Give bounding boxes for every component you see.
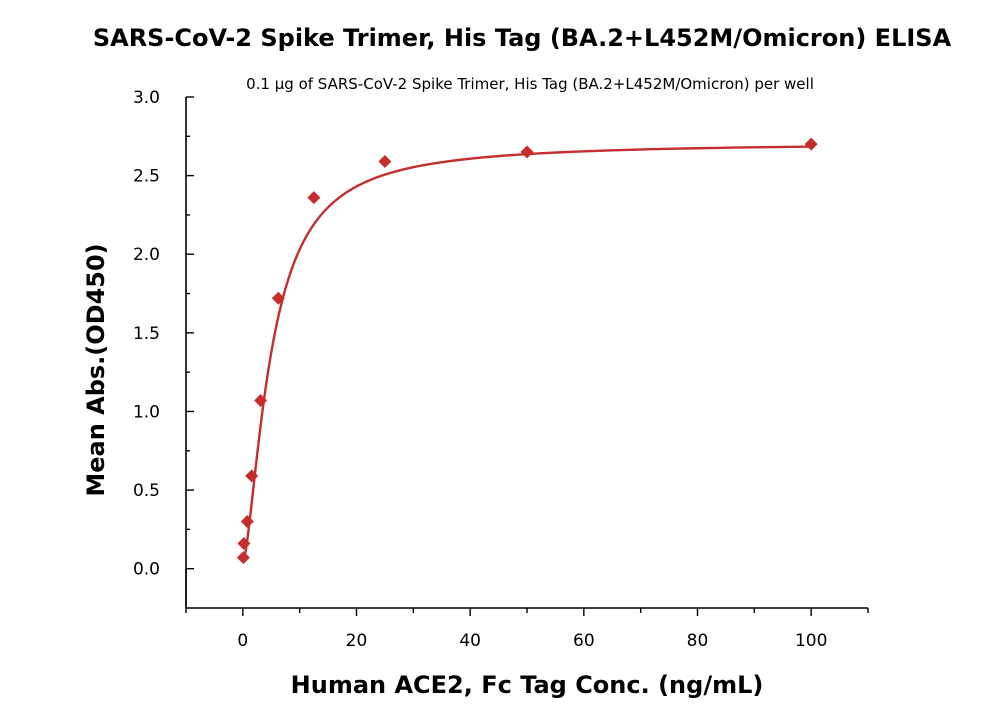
data-point: [271, 291, 285, 305]
data-point: [378, 154, 392, 168]
data-point: [236, 551, 250, 565]
x-tick-label: 0: [237, 631, 248, 651]
fit-curve: [242, 145, 812, 562]
y-axis-label: Mean Abs.(OD450): [82, 243, 110, 496]
data-point: [254, 393, 268, 407]
y-tick-label: 2.0: [133, 245, 160, 265]
x-tick-label: 100: [795, 631, 827, 651]
data-point: [307, 191, 321, 205]
fit-curve-layer: [242, 145, 812, 562]
y-tick-label: 0.5: [133, 481, 160, 501]
axes: 0.0 0.5 1.0 1.5 2.0 2.5 3.0 0 20 40 60 80 100: [133, 88, 869, 651]
data-point: [237, 537, 251, 551]
chart-title: SARS-CoV-2 Spike Trimer, His Tag (BA.2+L…: [93, 24, 952, 52]
y-tick-label: 2.5: [133, 167, 160, 187]
y-tick-label: 0.0: [133, 560, 160, 580]
y-tick-label: 3.0: [133, 88, 160, 108]
y-tick-label: 1.5: [133, 324, 160, 344]
data-point: [240, 515, 254, 529]
x-axis-label: Human ACE2, Fc Tag Conc. (ng/mL): [291, 671, 764, 699]
x-tick-label: 60: [573, 631, 595, 651]
data-points-layer: [236, 137, 818, 565]
data-point: [520, 145, 534, 159]
y-tick-label: 1.0: [133, 402, 160, 422]
x-tick-label: 80: [687, 631, 709, 651]
data-point: [804, 137, 818, 151]
data-point: [245, 469, 259, 483]
chart-subtitle: 0.1 μg of SARS-CoV-2 Spike Trimer, His T…: [246, 75, 814, 93]
x-tick-label: 40: [459, 631, 481, 651]
x-tick-label: 20: [346, 631, 368, 651]
